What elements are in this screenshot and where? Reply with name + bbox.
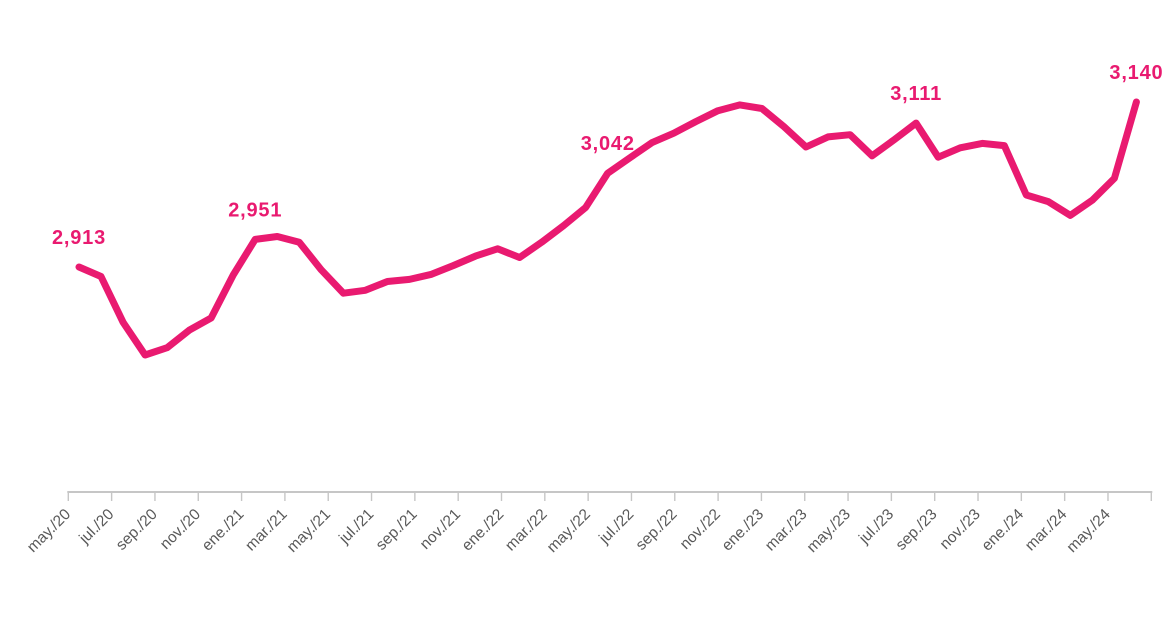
x-axis-tick-label: may./20 [24, 506, 74, 556]
x-axis-tick-label: may./22 [544, 506, 594, 556]
x-axis-tick-label: ene./21 [199, 506, 248, 555]
x-axis-tick-label: sep./21 [373, 506, 421, 554]
x-axis-tick-label: mar./24 [1022, 506, 1071, 555]
x-axis-tick-label: ene./24 [979, 506, 1028, 555]
x-axis-tick-label: mar./22 [502, 506, 551, 555]
data-point-label: 3,140 [1109, 62, 1163, 84]
series-line [75, 98, 1140, 359]
x-axis-tick-label: jul./23 [855, 506, 897, 548]
x-axis-tick-label: mar./23 [762, 506, 811, 555]
x-axis-tick-label: nov./20 [157, 506, 204, 553]
data-point-label: 3,042 [581, 133, 635, 155]
x-axis-tick-label: jul./20 [75, 506, 117, 548]
x-axis-tick-label: ene./23 [719, 506, 768, 555]
x-axis-tick-label: may./24 [1064, 506, 1114, 556]
x-axis-tick-label: jul./21 [335, 506, 377, 548]
x-axis-tick-label: sep./22 [633, 506, 681, 554]
x-axis-tick-label: sep./20 [113, 506, 161, 554]
data-point-label: 2,913 [52, 227, 106, 249]
x-axis-tick-label: nov./23 [937, 506, 984, 553]
x-axis-tick-label: nov./22 [677, 506, 724, 553]
x-axis-tick-label: may./23 [804, 506, 854, 556]
x-axis-tick-label: nov./21 [417, 506, 464, 553]
data-point-label: 3,111 [890, 83, 942, 105]
x-axis-tick-label: jul./22 [595, 506, 637, 548]
x-axis-tick-label: ene./22 [459, 506, 508, 555]
x-axis-tick-label: sep./23 [893, 506, 941, 554]
x-axis-tick-label: mar./21 [242, 506, 291, 555]
data-point-label: 2,951 [228, 199, 282, 221]
x-axis-tick-label: may./21 [284, 506, 334, 556]
